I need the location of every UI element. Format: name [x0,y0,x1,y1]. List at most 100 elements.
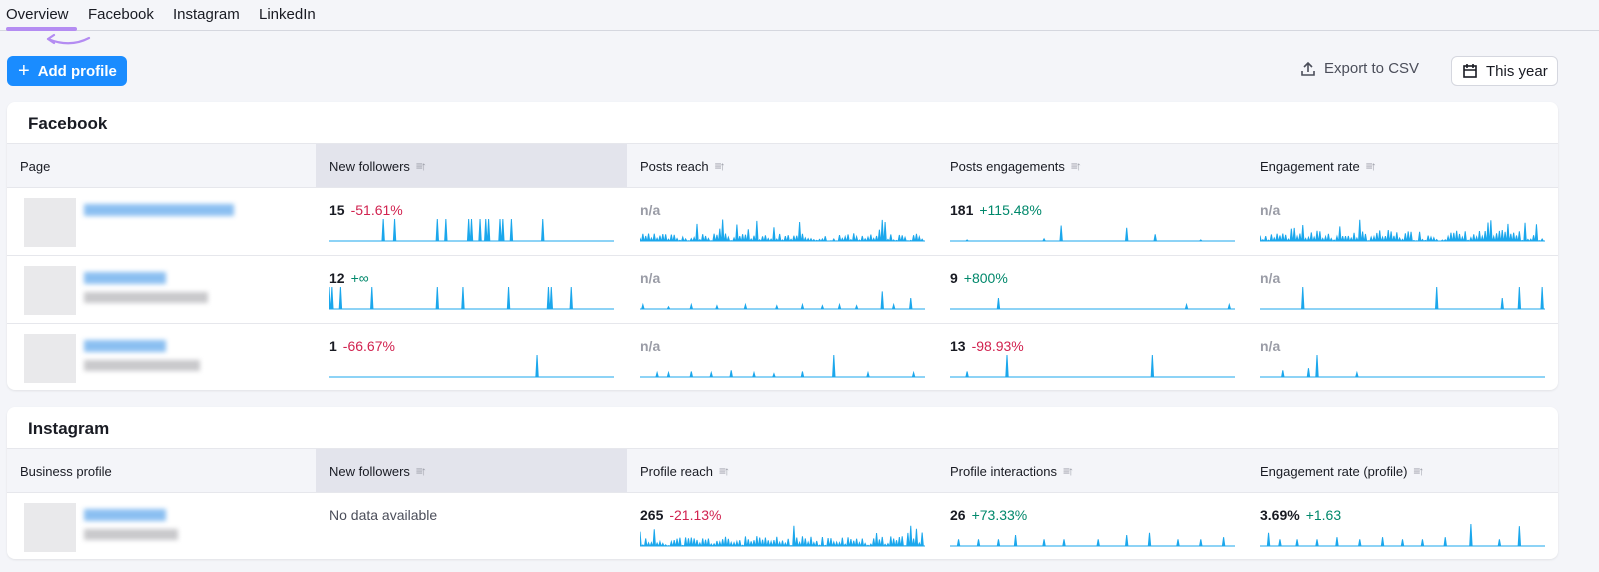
metric-cell: n/a [627,324,937,390]
sparkline [950,225,1235,242]
metric-change: -66.67% [342,338,395,354]
export-label: Export to CSV [1324,60,1420,77]
metric-cell: 265 -21.13% [627,493,937,559]
sparkline-path [950,354,1235,378]
metric-cell: 13 -98.93% [937,324,1247,390]
metric-value: n/a [640,338,660,354]
column-header[interactable]: New followers ≡↑ [316,144,627,188]
metric-number: n/a [1260,270,1281,286]
metric-number: 3.69% [1260,507,1300,523]
column-label: Profile interactions [950,463,1057,479]
column-header[interactable]: Profile interactions ≡↑ [937,449,1247,493]
table-row[interactable]: 15 -51.61% n/a 181 +115.48% n/a [7,187,1558,255]
profile-avatar [24,334,76,383]
add-profile-button[interactable]: + Add profile [7,56,127,86]
export-csv-button[interactable]: Export to CSV [1300,60,1419,77]
date-range-button[interactable]: This year [1451,56,1558,86]
metric-cell: 3.69% +1.63 [1247,493,1558,559]
column-label: Posts engagements [950,158,1065,174]
sparkline-path [640,525,925,547]
metric-value: 15 -51.61% [329,202,403,218]
table-row[interactable]: 12 +∞ n/a 9 +800% n/a [7,255,1558,323]
no-data-text: No data available [329,507,438,523]
metric-cell: 9 +800% [937,256,1247,323]
metric-value: 12 +∞ [329,270,369,286]
tab-overview[interactable]: Overview [6,6,69,23]
column-label: Page [20,158,51,174]
metric-cell: n/a [1247,256,1558,323]
column-label: Engagement rate [1260,158,1360,174]
metric-change: +73.33% [971,507,1028,523]
sort-icon[interactable]: ≡↑ [1070,159,1082,173]
column-header[interactable]: Posts reach ≡↑ [627,144,937,188]
sort-icon[interactable]: ≡↑ [718,464,730,478]
column-header[interactable]: Engagement rate ≡↑ [1247,144,1558,188]
sort-icon[interactable]: ≡↑ [714,159,726,173]
sparkline-path [950,225,1235,242]
metric-number: 15 [329,202,345,218]
sparkline-path [329,286,614,310]
profile-subtitle-redacted [84,529,178,540]
column-label: Posts reach [640,158,709,174]
metric-cell: 12 +∞ [316,256,627,323]
tab-facebook[interactable]: Facebook [88,6,154,23]
column-label: Business profile [20,463,112,479]
sort-icon[interactable]: ≡↑ [415,159,427,173]
tab-linkedin[interactable]: LinkedIn [259,6,316,23]
profile-name-redacted [84,204,234,216]
sparkline [950,297,1235,310]
column-header: Business profile [7,449,316,493]
table-row[interactable]: No data available 265 -21.13% 26 +73.33% 3.69… [7,492,1558,559]
metric-value: n/a [1260,270,1280,286]
metric-number: 9 [950,270,958,286]
metric-cell: n/a [627,188,937,255]
metric-cell: n/a [1247,324,1558,390]
metric-cell: n/a [1247,188,1558,255]
metric-value: 9 +800% [950,270,1008,286]
sort-icon[interactable]: ≡↑ [415,464,427,478]
metric-value: 181 +115.48% [950,202,1042,218]
metric-cell: 15 -51.61% [316,188,627,255]
tab-instagram[interactable]: Instagram [173,6,240,23]
column-header[interactable]: Posts engagements ≡↑ [937,144,1247,188]
plus-icon: + [18,59,30,82]
profile-name-redacted [84,272,166,284]
sparkline [1260,286,1545,310]
sparkline [1260,219,1545,242]
column-label: Profile reach [640,463,713,479]
metric-cell: 26 +73.33% [937,493,1247,559]
column-label: New followers [329,158,410,174]
metric-change: +1.63 [1305,507,1342,523]
sparkline-path [950,297,1235,310]
column-header[interactable]: New followers ≡↑ [316,449,627,493]
sparkline-path [1260,286,1545,310]
column-label: New followers [329,463,410,479]
sparkline [950,532,1235,547]
profile-subtitle-redacted [84,360,200,371]
sparkline [1260,523,1545,547]
metric-number: n/a [640,270,661,286]
column-header[interactable]: Engagement rate (profile) ≡↑ [1247,449,1558,493]
sparkline-path [1260,354,1545,378]
sparkline [329,354,614,378]
sort-icon[interactable]: ≡↑ [1062,464,1074,478]
column-header[interactable]: Profile reach ≡↑ [627,449,937,493]
metric-number: n/a [640,338,661,354]
sort-icon[interactable]: ≡↑ [1365,159,1377,173]
metric-cell: 1 -66.67% [316,324,627,390]
tab-bar: Overview Facebook Instagram LinkedIn [0,0,1599,31]
metric-number: 181 [950,202,974,218]
metric-number: 13 [950,338,966,354]
metric-change: +800% [963,270,1008,286]
metric-change: -51.61% [350,202,403,218]
metric-cell: n/a [627,256,937,323]
metric-change: -21.13% [669,507,722,523]
sparkline-path [640,219,925,242]
sort-icon[interactable]: ≡↑ [1413,464,1424,478]
metric-value: 1 -66.67% [329,338,395,354]
metric-value: 3.69% +1.63 [1260,507,1341,523]
profile-avatar [24,198,76,247]
table-row[interactable]: 1 -66.67% n/a 13 -98.93% n/a [7,323,1558,390]
metric-cell: 181 +115.48% [937,188,1247,255]
sparkline-path [950,532,1235,547]
